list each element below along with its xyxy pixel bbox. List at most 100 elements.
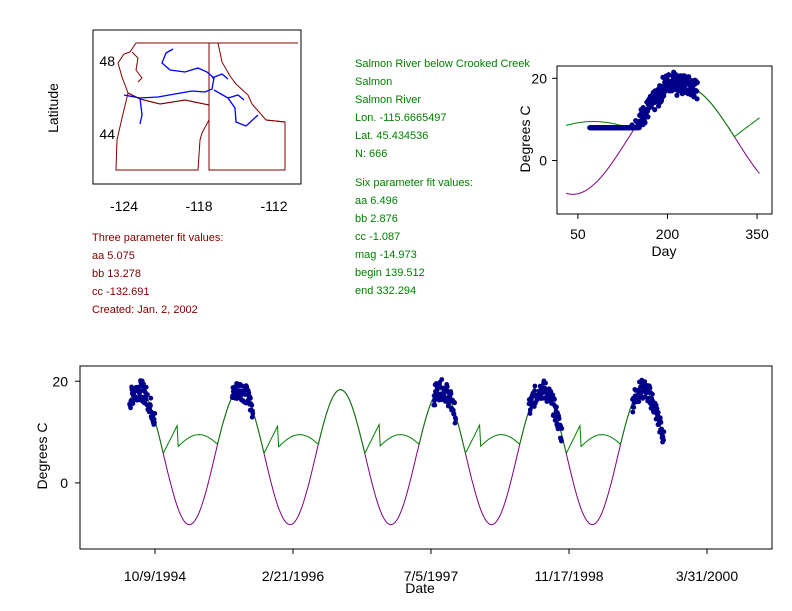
- day-chart-obs-point: [694, 96, 700, 102]
- date-chart-obs-point: [148, 395, 154, 401]
- day-chart-ytick-label: 0: [539, 153, 547, 169]
- date-chart-obs-point: [152, 420, 157, 425]
- six-param-end: end 332.294: [355, 285, 417, 297]
- day-chart-obs-point: [642, 120, 648, 126]
- station-name: Salmon River below Crooked Creek: [355, 58, 530, 70]
- date-chart-obs-point: [448, 391, 454, 397]
- date-chart-obs-point: [646, 396, 651, 401]
- date-chart-obs-point: [148, 403, 153, 409]
- date-chart-obs-point: [444, 384, 450, 390]
- date-chart-obs-point: [631, 405, 637, 410]
- three-param-block: Three parameter fit values: aa 5.075 bb …: [92, 229, 223, 319]
- date-chart-obs-point: [550, 392, 556, 398]
- date-chart-obs-point: [246, 390, 252, 396]
- idaho-montana-outline: [208, 42, 286, 171]
- date-chart-obs-point: [552, 397, 557, 402]
- date-chart-obs-point: [242, 392, 248, 397]
- six-param-cc: cc -1.087: [355, 231, 401, 243]
- six-param-block: Six parameter fit values: aa 6.496 bb 2.…: [355, 174, 473, 300]
- date-chart-obs-point: [556, 416, 562, 422]
- map-frame: [92, 29, 302, 185]
- date-chart-obs-point: [435, 390, 441, 396]
- day-chart-ytick-label: 20: [531, 70, 547, 86]
- station-lon: Lon. -115.6665497: [355, 112, 447, 124]
- six-param-title: Six parameter fit values:: [355, 177, 473, 189]
- six-param-begin: begin 139.512: [355, 267, 425, 279]
- date-chart-xlabel: Date: [405, 580, 435, 596]
- station-n: N: 666: [355, 148, 388, 160]
- day-chart-xtick-label: 350: [745, 226, 769, 242]
- date-chart-obs-point: [529, 399, 534, 405]
- date-chart-ytick-label: 20: [52, 373, 68, 389]
- three-param-title: Three parameter fit values:: [92, 232, 224, 244]
- created-date: Created: Jan. 2, 2002: [92, 304, 198, 316]
- date-chart-obs-point: [432, 402, 438, 408]
- date-chart-obs-point: [657, 415, 663, 421]
- day-chart-observations: [587, 69, 700, 131]
- six-param-mag: mag -14.973: [355, 249, 417, 261]
- date-chart-frame: [79, 365, 773, 550]
- date-chart-xtick-label: 3/31/2000: [676, 568, 738, 584]
- date-chart-ticks: 10/9/1994 2/21/1996 7/5/1997 11/17/1998 3/31…: [52, 373, 738, 584]
- date-chart-obs-point: [453, 416, 458, 422]
- montana-edge: [218, 42, 298, 123]
- three-param-cc: cc -132.691: [92, 286, 150, 298]
- day-chart-xtick-label: 50: [570, 226, 586, 242]
- snake-river: [213, 89, 259, 127]
- date-chart-obs-point: [527, 411, 533, 416]
- date-chart-obs-point: [250, 411, 256, 416]
- date-chart-obs-point: [249, 402, 255, 408]
- day-chart-obs-point: [694, 88, 700, 94]
- date-chart-obs-point: [248, 395, 253, 401]
- puget-sound: [131, 51, 143, 83]
- date-chart-obs-point: [128, 405, 134, 411]
- date-chart-obs-point: [543, 380, 548, 386]
- date-chart-xtick-label: 10/9/1994: [124, 568, 186, 584]
- map-ylabel: Latitude: [45, 83, 61, 133]
- day-chart-obs-point: [666, 72, 672, 78]
- oregon-outline: [115, 92, 210, 171]
- salmon-river: [227, 94, 245, 101]
- day-chart-xlabel: Day: [652, 243, 677, 259]
- six-param-aa: aa 6.496: [355, 195, 398, 207]
- day-chart-obs-point: [694, 79, 700, 86]
- day-chart-obs-point: [652, 107, 658, 113]
- day-chart-obs-point: [686, 74, 692, 80]
- date-chart-obs-point: [559, 438, 564, 444]
- date-chart-obs-point: [636, 399, 642, 405]
- willamette: [139, 97, 143, 125]
- date-chart-obs-point: [642, 379, 648, 384]
- map-rivers: [123, 48, 259, 127]
- date-chart-obs-point: [654, 406, 660, 412]
- date-chart-obs-point: [543, 394, 549, 400]
- date-chart-xtick-label: 11/17/1998: [534, 568, 603, 584]
- day-chart-obs-point: [636, 125, 642, 131]
- day-chart-xtick-label: 200: [656, 226, 680, 242]
- date-chart-obs-point: [152, 411, 158, 416]
- map-ytick-44: 44: [99, 126, 115, 142]
- date-chart-obs-point: [143, 397, 149, 403]
- date-chart-obs-point: [650, 391, 655, 397]
- date-chart-obs-point: [554, 404, 559, 410]
- day-chart-ylabel: Degrees C: [517, 106, 533, 173]
- date-chart-obs-point: [439, 377, 445, 382]
- station-river: Salmon River: [355, 94, 422, 106]
- date-chart-xtick-label: 2/21/1996: [262, 568, 324, 584]
- date-chart-obs-point: [661, 437, 666, 443]
- map-xtick-124: -124: [110, 198, 138, 214]
- station-place: Salmon: [355, 76, 393, 88]
- date-chart-obs-point: [145, 392, 150, 398]
- date-chart-xtick-label: 7/5/1997: [404, 568, 459, 584]
- date-chart-obs-point: [655, 410, 661, 415]
- date-chart-six-param-curve: [129, 389, 665, 455]
- map-xtick-112: -112: [261, 198, 288, 214]
- map-xtick-118: -118: [186, 198, 213, 214]
- map-outline: [115, 42, 298, 171]
- date-chart-obs-point: [532, 383, 538, 389]
- date-chart-obs-point: [143, 384, 149, 390]
- columbia-river: [123, 48, 215, 99]
- station-lat: Lat. 45.434536: [355, 130, 429, 142]
- map-ytick-48: 48: [99, 53, 115, 69]
